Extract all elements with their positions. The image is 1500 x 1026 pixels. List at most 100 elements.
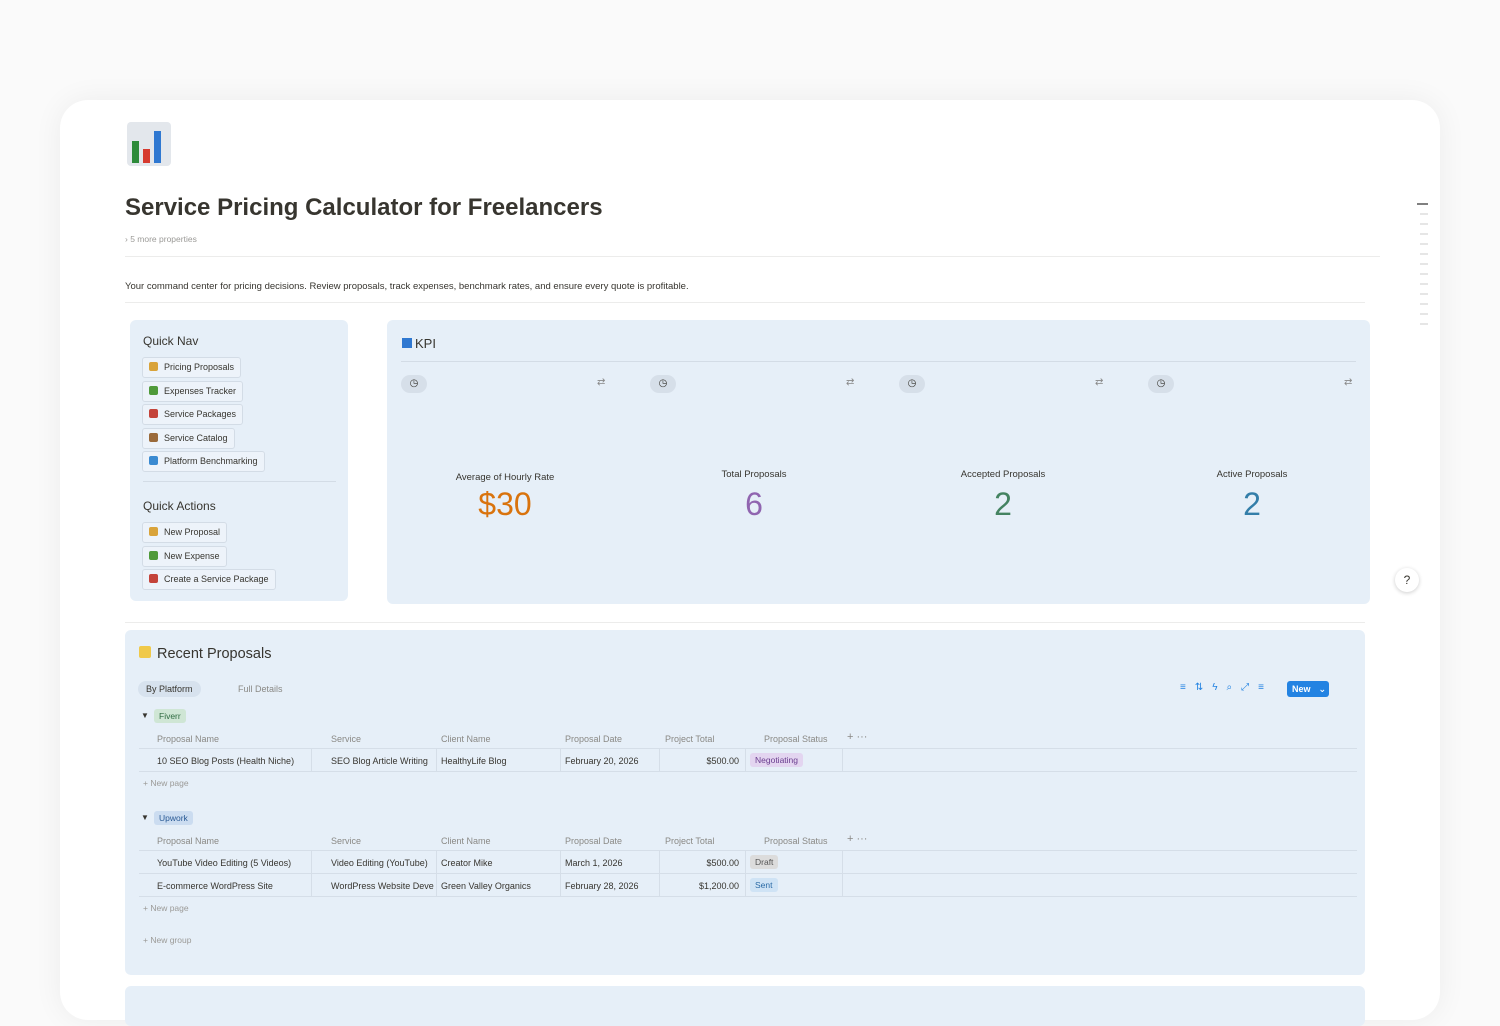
settings-icon[interactable]: ⇄	[597, 377, 606, 388]
nav-box: Quick Nav Pricing Proposals Expenses Trac…	[130, 320, 348, 601]
nav-link[interactable]: Platform Benchmarking	[142, 451, 265, 472]
cell: WordPress Website Develo	[331, 881, 434, 891]
divider	[401, 361, 1356, 362]
chart-icon[interactable]: ◷	[401, 375, 427, 393]
proposals-box: Recent Proposals By Platform Full Detail…	[125, 630, 1365, 975]
column-header: Proposal Status	[764, 734, 828, 744]
action-icon	[149, 574, 158, 583]
action-button[interactable]: New Expense	[142, 545, 227, 567]
view-tab[interactable]: By Platform	[138, 681, 201, 697]
nav-link[interactable]: Pricing Proposals	[142, 357, 242, 378]
cell: $500.00	[706, 756, 739, 766]
column-border	[745, 874, 746, 897]
row-line	[139, 748, 1357, 749]
column-border	[311, 851, 312, 874]
properties-toggle[interactable]: › 5 more properties	[125, 234, 197, 244]
nav-link[interactable]: Expenses Tracker	[142, 380, 244, 402]
column-border	[842, 851, 843, 874]
new-button[interactable]: New ⌄	[1287, 681, 1329, 697]
quick-actions-title: Quick Actions	[143, 499, 216, 513]
kpi-title-text: KPI	[415, 336, 436, 351]
cell: February 28, 2026	[565, 881, 639, 891]
nav-link[interactable]: Service Catalog	[142, 427, 235, 449]
new-group[interactable]: + New group	[143, 935, 192, 945]
nav-link[interactable]: Service Packages	[142, 404, 244, 425]
cell: $1,200.00	[698, 881, 739, 891]
page-title: Service Pricing Calculator for Freelance…	[125, 194, 603, 221]
column-border	[659, 874, 660, 897]
column-header: Project Total	[665, 836, 715, 846]
divider	[143, 481, 336, 482]
column-border	[745, 851, 746, 874]
kpi-box: KPI ◷ ⇄ Average of Hourly Rate $30 ◷ ⇄ Total P…	[387, 320, 1370, 604]
cell: $500.00	[706, 858, 739, 868]
cell: E-commerce WordPress Site	[157, 881, 273, 891]
settings-icon[interactable]: ⇄	[846, 377, 855, 388]
chart-icon[interactable]: ◷	[899, 375, 925, 393]
new-page[interactable]: + New page	[143, 903, 189, 913]
chart-icon[interactable]: ◷	[650, 375, 676, 393]
column-border	[842, 749, 843, 772]
row-line	[139, 850, 1357, 851]
page-icon	[127, 122, 171, 166]
new-button-text: New	[1292, 684, 1311, 694]
new-page[interactable]: + New page	[143, 778, 189, 788]
kpi-label: Accepted Proposals	[960, 469, 1046, 480]
group-toggle[interactable]: ▼	[141, 711, 149, 720]
new-page-text: New page	[150, 778, 189, 788]
column-border	[560, 749, 561, 772]
chart-icon[interactable]: ◷	[1148, 375, 1174, 393]
settings-icon[interactable]: ⇄	[1344, 377, 1353, 388]
cell: Green Valley Organics	[441, 881, 531, 891]
description: Your command center for pricing decision…	[125, 281, 689, 292]
dropdown-arrow: ⌄	[1318, 684, 1326, 694]
action-button[interactable]: Create a Service Package	[142, 569, 276, 590]
kpi-value: 2	[1243, 486, 1261, 522]
group-tag: Upwork	[154, 811, 193, 825]
column-header: Project Total	[665, 734, 715, 744]
kpi-value: $30	[478, 486, 532, 522]
column-header: Proposal Date	[565, 836, 623, 846]
column-header: Client Name	[441, 836, 491, 846]
column-border	[436, 874, 437, 897]
column-border	[560, 874, 561, 897]
link-icon	[149, 456, 158, 465]
add-column[interactable]: + ···	[847, 833, 868, 845]
cell: Creator Mike	[441, 858, 493, 868]
column-header: Proposal Name	[157, 734, 220, 744]
column-header: Service	[331, 734, 362, 744]
link-icon	[149, 362, 158, 371]
kpi-title: KPI	[402, 336, 436, 351]
add-column[interactable]: + ···	[847, 731, 868, 743]
row-line	[139, 896, 1357, 897]
group-toggle[interactable]: ▼	[141, 813, 149, 822]
cell: March 1, 2026	[565, 858, 623, 868]
settings-icon[interactable]: ⇄	[1095, 377, 1104, 388]
toolbar-icons[interactable]: ≡⇅ϟ⌕⤢≡	[1180, 682, 1273, 693]
column-header: Client Name	[441, 734, 491, 744]
action-icon	[149, 527, 158, 536]
link-icon	[149, 432, 158, 442]
cell: 10 SEO Blog Posts (Health Niche)	[157, 756, 295, 766]
link-icon	[149, 385, 158, 395]
action-icon	[149, 550, 158, 560]
row-line	[139, 873, 1357, 874]
help-button[interactable]: ?	[1395, 568, 1419, 592]
outline	[1417, 203, 1428, 325]
row-line	[139, 771, 1357, 772]
column-header: Proposal Date	[565, 734, 623, 744]
divider	[125, 622, 1365, 623]
cell: HealthyLife Blog	[441, 756, 507, 766]
view-tab[interactable]: Full Details	[238, 684, 283, 694]
quick-nav-title: Quick Nav	[143, 334, 199, 348]
column-border	[311, 874, 312, 897]
next-box	[125, 986, 1365, 1026]
kpi-label: Active Proposals	[1216, 469, 1288, 480]
action-button[interactable]: New Proposal	[142, 522, 228, 543]
column-border	[436, 749, 437, 772]
status-tag: Negotiating	[750, 753, 804, 767]
column-header: Proposal Status	[764, 836, 828, 846]
cell: Video Editing (YouTube)	[331, 858, 428, 868]
page: Service Pricing Calculator for Freelance…	[125, 122, 1428, 1026]
kpi-value: 2	[994, 486, 1012, 522]
